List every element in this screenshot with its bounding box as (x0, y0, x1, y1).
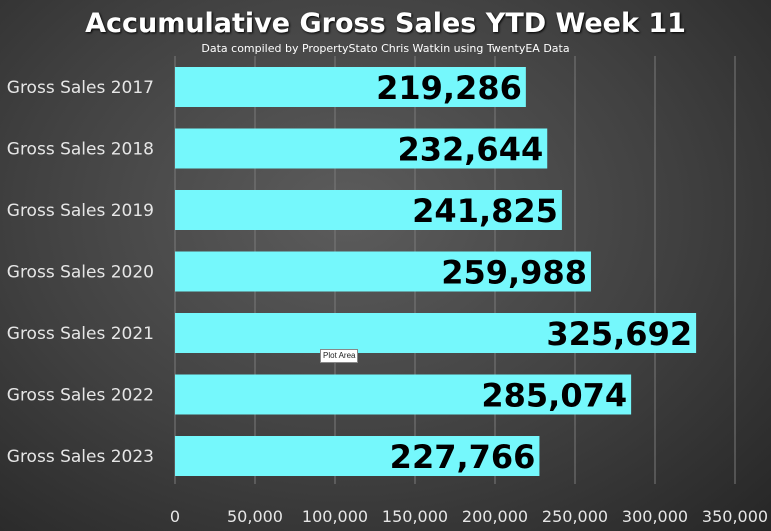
data-label: 259,988 (441, 254, 587, 292)
data-label: 219,286 (376, 69, 522, 107)
x-tick-label: 100,000 (302, 507, 368, 526)
x-tick-label: 350,000 (702, 507, 768, 526)
x-tick-label: 0 (170, 507, 180, 526)
category-label: Gross Sales 2017 (7, 78, 154, 98)
category-label: Gross Sales 2020 (7, 263, 154, 283)
category-label: Gross Sales 2019 (7, 201, 154, 221)
x-tick-label: 50,000 (227, 507, 283, 526)
category-label: Gross Sales 2021 (7, 324, 154, 344)
x-tick-label: 250,000 (542, 507, 608, 526)
data-label: 325,692 (546, 315, 692, 353)
x-tick-label: 200,000 (462, 507, 528, 526)
bar (175, 128, 548, 169)
category-label: Gross Sales 2018 (7, 140, 154, 160)
bar (175, 251, 591, 292)
bar (175, 67, 526, 107)
bar (175, 190, 562, 230)
category-label: Gross Sales 2023 (7, 447, 154, 467)
bar (175, 436, 540, 476)
x-tick-label: 150,000 (382, 507, 448, 526)
data-label: 232,644 (397, 131, 543, 169)
data-label: 285,074 (481, 377, 627, 415)
data-label: 241,825 (412, 192, 558, 230)
category-label: Gross Sales 2022 (7, 386, 154, 406)
bar (175, 313, 697, 353)
chart-subtitle: Data compiled by PropertyStato Chris Wat… (201, 42, 570, 55)
bar (175, 374, 632, 415)
data-label: 227,766 (390, 438, 536, 476)
chart-title: Accumulative Gross Sales YTD Week 11 (85, 8, 686, 39)
plot-area-tooltip: Plot Area (320, 349, 359, 363)
x-tick-label: 300,000 (622, 507, 688, 526)
